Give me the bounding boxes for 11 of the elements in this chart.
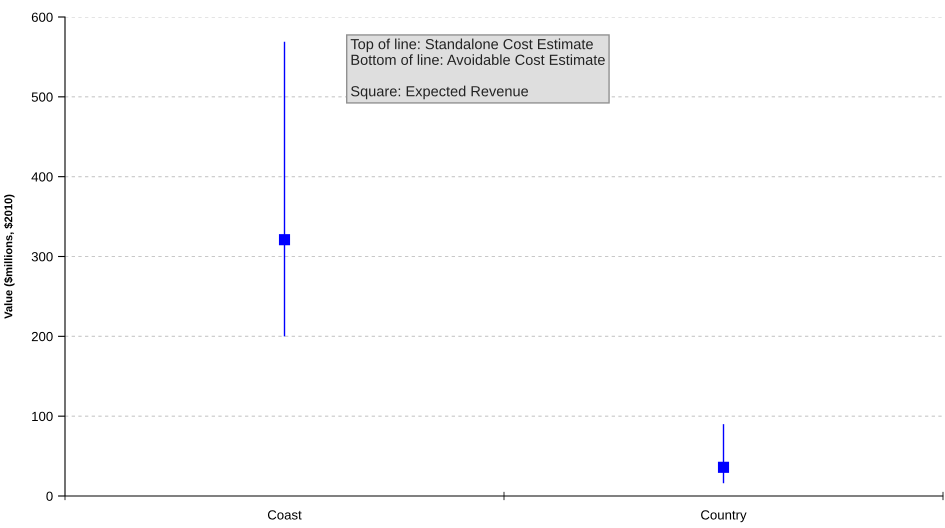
y-tick-label: 100	[32, 412, 53, 422]
text: Top of line: Standalone Cost Estimate Bottom of line: Avoidable Cost Estimate Square: Expected Revenue	[350, 38, 605, 100]
y-tick-label: 400	[31, 172, 53, 182]
y-axis-title: Value ($millions, $2010)	[4, 194, 15, 319]
x-tick-label: Country	[701, 510, 747, 522]
y-tick-label: 0	[46, 492, 53, 501]
x-tick-label: Coast	[268, 510, 302, 520]
y-tick-label: 300	[32, 252, 53, 262]
y-tick-label: 500	[32, 92, 53, 102]
y-tick-label: 600	[32, 12, 53, 22]
y-tick-label: 200	[32, 332, 53, 342]
